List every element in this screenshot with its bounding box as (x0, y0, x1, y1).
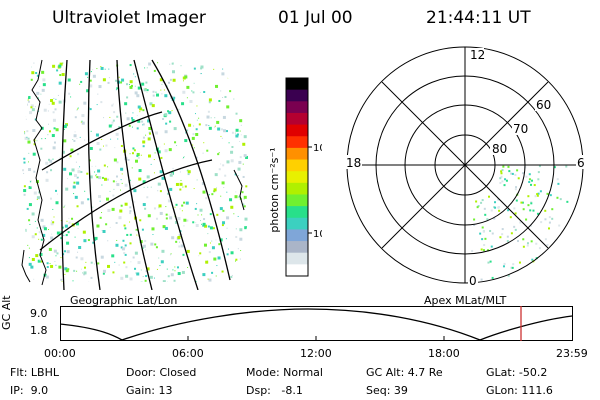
status-gain: Gain: 13 (126, 384, 173, 397)
colorbar-cell (286, 124, 308, 137)
mlt-label-0: 0 (469, 274, 477, 288)
altitude-x-tick-1: 06:00 (172, 347, 204, 360)
altitude-curve (60, 308, 573, 341)
emission-speckles (22, 62, 249, 282)
time-label: 21:44:11 UT (426, 8, 531, 28)
coastline (21, 59, 245, 286)
altitude-x-ticks (187, 336, 445, 341)
status-ip: IP: 9.0 (10, 384, 49, 397)
altitude-tick-1.8: 1.8 (30, 324, 48, 337)
polar-grid (346, 46, 584, 284)
date-label: 01 Jul 00 (278, 8, 353, 28)
colorbar-cell (286, 206, 308, 219)
lat-label-60: 60 (536, 98, 551, 112)
status-filter: Flt: LBHL (10, 366, 59, 379)
geographic-caption: Geographic Lat/Lon (70, 294, 178, 307)
status-seq: Seq: 39 (366, 384, 408, 397)
colorbar-cell (286, 217, 308, 230)
colorbar-tick-label-100: 100 (313, 143, 322, 154)
mlt-label-18: 18 (346, 156, 361, 170)
status-glat: GLat: -50.2 (486, 366, 548, 379)
geo-grid-lines (39, 59, 231, 290)
colorbar: 100 10 photon cm⁻²s⁻¹ (268, 77, 322, 277)
colorbar-cell (286, 78, 308, 91)
altitude-x-tick-0: 00:00 (44, 347, 76, 360)
lat-label-80: 80 (492, 142, 507, 156)
altitude-x-tick-2: 12:00 (300, 347, 332, 360)
colorbar-cell (286, 194, 308, 207)
colorbar-cell (286, 252, 308, 265)
colorbar-cell (286, 241, 308, 254)
altitude-tick-9: 9.0 (30, 307, 48, 320)
colorbar-cell (286, 182, 308, 195)
apex-caption: Apex MLat/MLT (424, 294, 507, 307)
polar-emission-speckles (471, 165, 569, 281)
colorbar-tick-label-10: 10 (313, 229, 322, 240)
status-glon: GLon: 111.6 (486, 384, 553, 397)
polar-plot: 12 18 6 0 60 70 80 (344, 46, 588, 288)
mlt-label-12: 12 (470, 48, 485, 62)
status-dsp: Dsp: -8.1 (246, 384, 303, 397)
geographic-image-panel (21, 59, 249, 290)
mlt-line-diag-2 (381, 81, 549, 249)
colorbar-cell (286, 147, 308, 161)
status-gcalt: GC Alt: 4.7 Re (366, 366, 443, 379)
colorbar-cell (286, 112, 308, 126)
colorbar-cell (286, 229, 308, 242)
colorbar-cell (286, 171, 308, 184)
colorbar-cell (286, 101, 308, 114)
colorbar-cell (286, 159, 308, 172)
status-door: Door: Closed (126, 366, 197, 379)
colorbar-cell (286, 136, 308, 149)
colorbar-frame (285, 77, 309, 277)
colorbar-unit-label: photon cm⁻²s⁻¹ (268, 147, 281, 232)
lat-label-70: 70 (513, 122, 528, 136)
altitude-x-tick-3: 18:00 (428, 347, 460, 360)
colorbar-cell (286, 89, 308, 102)
colorbar-cell (286, 264, 308, 277)
altitude-axis-label: GC Alt (0, 295, 13, 330)
altitude-plot (60, 306, 573, 341)
status-mode: Mode: Normal (246, 366, 323, 379)
instrument-title: Ultraviolet Imager (52, 8, 206, 28)
mlt-label-6: 6 (577, 156, 585, 170)
altitude-x-tick-4: 23:59 (556, 347, 588, 360)
colorbar-gradient (286, 78, 308, 277)
